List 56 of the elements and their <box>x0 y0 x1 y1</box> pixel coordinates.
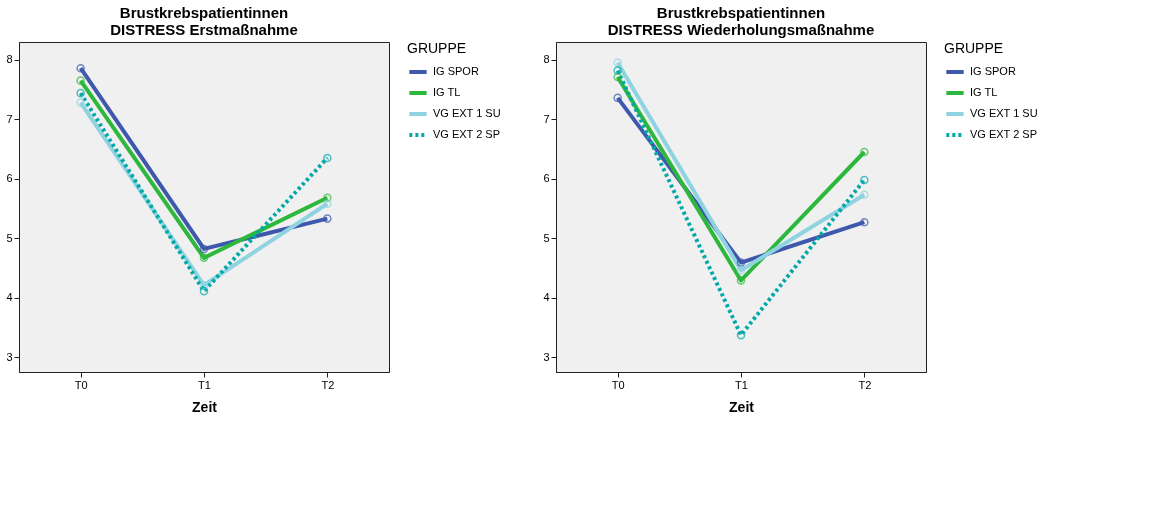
point <box>323 199 332 209</box>
point <box>76 63 85 73</box>
x-tick-label: T2 <box>858 378 872 391</box>
point <box>860 217 869 227</box>
y-tick-label: 8 <box>543 53 550 66</box>
legend-label: IG SPOR <box>970 65 1016 77</box>
point <box>736 266 746 275</box>
point <box>76 76 85 85</box>
point <box>860 190 869 200</box>
legend-label: IG TL <box>970 86 998 98</box>
point <box>199 253 209 263</box>
legend-label: VG EXT 1 SU <box>433 107 501 119</box>
x-tick-label: T0 <box>74 378 88 391</box>
x-axis-title: Zeit <box>729 398 755 415</box>
y-tick-label: 4 <box>6 291 13 304</box>
legend-label: VG EXT 2 SP <box>970 128 1038 140</box>
y-tick-label: 3 <box>6 350 13 363</box>
y-tick-label: 6 <box>6 172 13 185</box>
x-axis-title: Zeit <box>192 398 218 415</box>
point <box>199 280 209 290</box>
x-tick-label: T0 <box>611 378 625 391</box>
y-tick-label: 8 <box>6 53 13 66</box>
y-tick-label: 7 <box>543 112 550 125</box>
y-tick-label: 5 <box>6 231 13 244</box>
x-tick-label: T2 <box>321 378 335 391</box>
point <box>323 153 332 163</box>
point <box>76 88 85 98</box>
point <box>199 286 209 296</box>
point <box>199 244 209 254</box>
y-tick-label: 3 <box>543 350 550 363</box>
point <box>323 214 332 223</box>
legend-label: IG SPOR <box>433 65 479 77</box>
point <box>860 147 869 157</box>
point <box>323 193 332 203</box>
legend-label: VG EXT 2 SP <box>433 128 501 140</box>
legend-label: IG TL <box>433 86 461 98</box>
x-tick-label: T1 <box>735 378 748 391</box>
point <box>736 330 746 340</box>
x-tick-label: T1 <box>198 378 211 391</box>
y-tick-label: 5 <box>543 231 550 244</box>
point <box>76 98 85 107</box>
legend-title: GRUPPE <box>944 40 1004 56</box>
chart-title: Brustkrebspatientinnen DISTRESS Wiederholungsmaßnahme <box>607 4 875 38</box>
point <box>613 58 622 68</box>
legend-label: VG EXT 1 SU <box>970 107 1038 119</box>
legend-title: GRUPPE <box>407 40 467 56</box>
point <box>613 66 622 75</box>
point <box>613 72 622 82</box>
y-tick-label: 4 <box>543 291 550 304</box>
point <box>736 276 746 285</box>
chart-title: Brustkrebspatientinnen DISTRESS Erstmaßnahme <box>110 4 298 38</box>
point <box>736 258 746 267</box>
point <box>613 93 622 103</box>
y-tick-label: 7 <box>6 112 13 125</box>
y-tick-label: 6 <box>543 172 550 185</box>
point <box>860 175 869 185</box>
